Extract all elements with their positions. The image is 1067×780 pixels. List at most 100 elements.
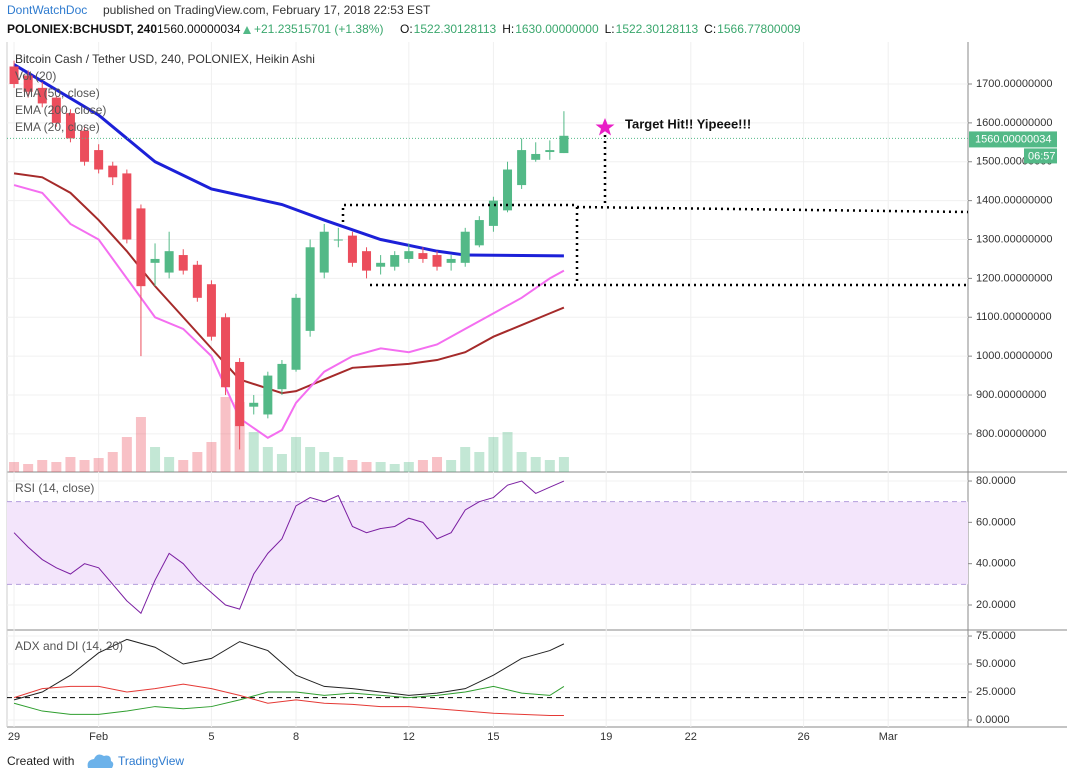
ohlc-label: H:	[502, 22, 514, 36]
candle-body	[531, 153, 541, 160]
ema-line	[13, 184, 565, 439]
x-tick-label: 26	[797, 731, 809, 743]
ohlc-label: O:	[400, 22, 413, 36]
volume-bar	[9, 462, 20, 472]
candle-body	[122, 173, 132, 240]
ohlc-label: L:	[605, 22, 615, 36]
volume-bar	[544, 460, 555, 472]
candle-body	[488, 200, 498, 226]
volume-bar	[248, 432, 259, 472]
ohlc: O: 1522.30128113 H: 1630.00000000 L: 1522.301…	[400, 22, 801, 36]
candle-body	[362, 251, 372, 271]
x-tick-label: 8	[293, 731, 299, 743]
candle-body	[418, 253, 428, 259]
volume-bar	[319, 452, 330, 472]
candle-body	[503, 169, 513, 211]
last-price-label: 1560.00000034	[975, 133, 1051, 145]
candle-body	[9, 66, 19, 84]
volume-bar	[262, 447, 273, 472]
volume-bar	[220, 397, 231, 472]
published: published on TradingView.com, February 1…	[103, 3, 431, 17]
candle-body	[178, 255, 188, 271]
candle-body	[376, 262, 386, 267]
ema-line	[13, 172, 565, 395]
y-tick-label: 1000.00000000	[976, 350, 1052, 362]
volume-bar	[65, 457, 76, 472]
ohlc-value: 1630.00000000	[515, 22, 599, 36]
volume-bar	[347, 460, 358, 472]
candle-body	[390, 255, 400, 267]
volume-bar	[291, 437, 302, 472]
footer-brand[interactable]: TradingView	[118, 754, 184, 768]
symbol: POLONIEX:BCHUSDT, 240	[7, 22, 157, 36]
y-tick-label: 800.00000000	[976, 428, 1046, 440]
candle-body	[108, 165, 118, 178]
volume-bar	[558, 457, 569, 472]
volume-bar	[446, 460, 457, 472]
y-tick-label: 900.00000000	[976, 389, 1046, 401]
volume-bar	[474, 452, 485, 472]
candle-body	[80, 130, 90, 162]
candle-body	[432, 255, 442, 267]
candle-body	[94, 150, 104, 170]
volume-bar	[164, 457, 175, 472]
volume-bar	[488, 437, 499, 472]
grid	[7, 42, 968, 727]
ohlc-value: 1566.77800009	[717, 22, 801, 36]
y-tick-label: 60.0000	[976, 516, 1016, 528]
volume-bar	[121, 437, 132, 472]
candle-body	[23, 75, 33, 92]
volume-bar	[51, 462, 62, 472]
candle-body	[136, 208, 146, 287]
legend: EMA (50, close)	[15, 86, 100, 100]
up-arrow	[243, 26, 251, 34]
candle-body	[545, 150, 555, 153]
footer-created: Created with	[7, 754, 74, 768]
ohlc-label: C:	[704, 22, 716, 36]
volume-bar	[79, 460, 90, 472]
candle-body	[291, 297, 301, 370]
volume-bar	[375, 462, 386, 472]
candle-body	[37, 87, 47, 104]
y-tick-label: 1200.00000000	[976, 272, 1052, 284]
annotation: Target Hit!! Yipeee!!!	[625, 116, 751, 131]
volume-bar	[276, 454, 287, 472]
candle-body	[474, 220, 484, 246]
candle-body	[192, 264, 202, 298]
x-tick-label: 15	[487, 731, 499, 743]
y-tick-label: 40.0000	[976, 558, 1016, 570]
ohlc-value: 1522.30128113	[414, 22, 497, 36]
marks	[7, 60, 968, 717]
candle-body	[206, 284, 216, 337]
y-tick-label: 50.0000	[976, 658, 1016, 670]
volume-bar	[93, 458, 104, 472]
author[interactable]: DontWatchDoc	[7, 3, 87, 17]
legend: EMA (20, close)	[15, 120, 100, 134]
x-tick-label: 29	[8, 731, 20, 743]
y-tick-label: 1300.00000000	[976, 233, 1052, 245]
candle-body	[51, 97, 61, 123]
volume-bar	[206, 442, 217, 472]
candle-body	[263, 375, 273, 415]
volume-bar	[178, 460, 189, 472]
candle-body	[164, 251, 174, 273]
ema-line	[13, 63, 564, 258]
logo	[87, 754, 114, 768]
volume-bar	[23, 464, 34, 472]
volume-bar	[389, 464, 400, 472]
volume-bar	[107, 452, 118, 472]
x-tick-label: 19	[600, 731, 612, 743]
volume-bar	[361, 462, 372, 472]
candle-body	[559, 135, 569, 154]
x-tick-label: Feb	[89, 731, 108, 743]
volume-bar	[37, 460, 48, 472]
candle-body	[150, 258, 160, 263]
last-price: 1560.00000034	[157, 22, 241, 36]
candle-body	[277, 363, 287, 390]
target-line	[576, 205, 969, 214]
volume-bar	[135, 417, 146, 472]
countdown: 06:57	[1028, 150, 1056, 162]
candle-body	[65, 113, 75, 139]
